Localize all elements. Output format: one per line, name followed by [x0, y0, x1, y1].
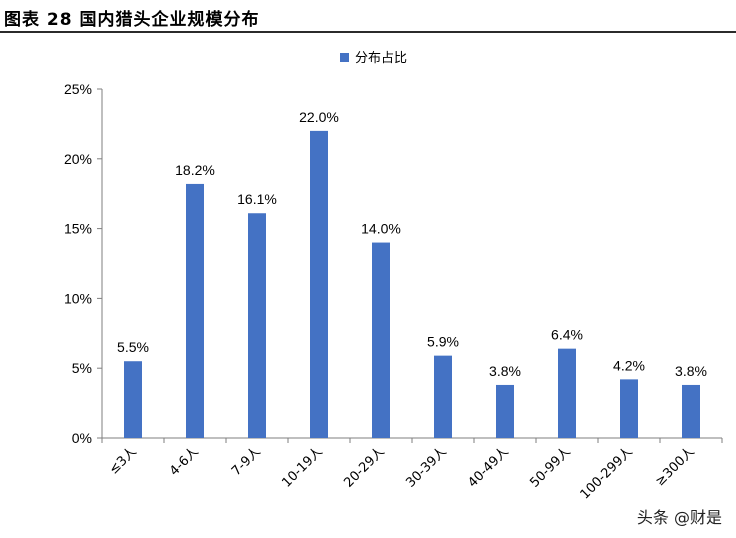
chart-area: 分布占比 0% 5% 10% 15% 20% 25% 5.5% ≤3人 18.2% 4-6人 16.1… — [0, 33, 736, 538]
x-tick-label: 10-19人 — [279, 444, 326, 491]
legend-swatch — [340, 53, 349, 62]
x-tick-label: 4-6人 — [167, 444, 202, 479]
data-label: 5.9% — [427, 334, 459, 350]
y-tick-label: 0% — [72, 430, 92, 446]
data-label: 14.0% — [361, 221, 401, 237]
bar — [124, 361, 142, 438]
data-label: 5.5% — [117, 339, 149, 355]
bar — [682, 384, 700, 438]
y-tick-label: 5% — [72, 360, 92, 376]
bar — [558, 348, 576, 438]
x-tick-label: 40-49人 — [465, 444, 512, 491]
x-tick-label: ≤3人 — [106, 444, 139, 477]
data-label: 16.1% — [237, 191, 277, 207]
bar — [186, 183, 204, 438]
x-tick-label: ≥300人 — [653, 444, 698, 489]
bar — [620, 379, 638, 438]
y-tick-label: 25% — [64, 81, 92, 97]
bar — [434, 355, 452, 438]
figure-title: 图表 28 国内猎头企业规模分布 — [4, 10, 260, 30]
data-label: 6.4% — [551, 327, 583, 343]
bar — [496, 384, 514, 438]
figure-header: 图表 28 国内猎头企业规模分布 — [0, 0, 736, 33]
y-tick-label: 15% — [64, 221, 92, 237]
data-label: 18.2% — [175, 162, 215, 178]
x-tick-label: 7-9人 — [229, 444, 264, 479]
bar — [372, 242, 390, 438]
bar — [310, 130, 328, 438]
watermark-text: 头条 @财是 — [636, 508, 722, 527]
y-tick-label: 10% — [64, 290, 92, 306]
data-label: 3.8% — [489, 363, 521, 379]
x-tick-label: 50-99人 — [527, 444, 574, 491]
data-label: 4.2% — [613, 357, 645, 373]
data-label: 22.0% — [299, 109, 339, 125]
y-tick-label: 20% — [64, 151, 92, 167]
x-tick-label: 30-39人 — [403, 444, 450, 491]
legend-label: 分布占比 — [355, 51, 407, 66]
data-label: 3.8% — [675, 363, 707, 379]
bar — [248, 213, 266, 438]
x-tick-label: 20-29人 — [341, 444, 388, 491]
bar-chart: 分布占比 0% 5% 10% 15% 20% 25% 5.5% ≤3人 18.2% 4-6人 16.1… — [64, 51, 723, 502]
x-tick-label: 100-299人 — [578, 444, 636, 502]
